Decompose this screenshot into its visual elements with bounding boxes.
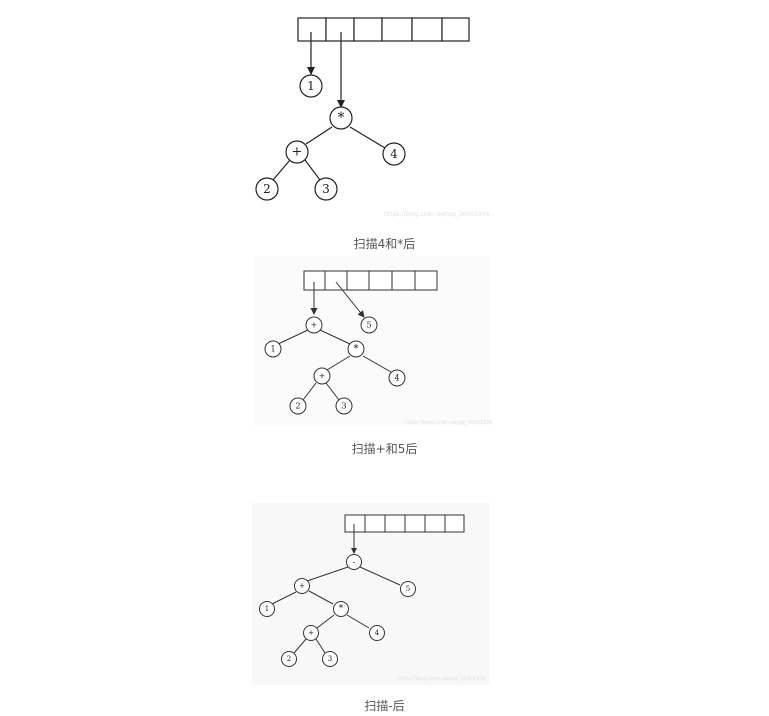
tree-node <box>289 397 307 415</box>
tree-edge <box>306 566 349 582</box>
node-label: 2 <box>263 182 271 196</box>
tree-edge <box>302 382 317 401</box>
tree-node <box>333 601 349 617</box>
node-label: - <box>353 558 356 567</box>
node-label: * <box>354 344 359 355</box>
stack-cell <box>444 514 465 533</box>
tree-edge <box>346 614 370 629</box>
node-label: * <box>338 110 345 126</box>
tree-edge <box>362 355 392 373</box>
stack-cell <box>324 270 348 291</box>
stack-cell <box>368 270 393 291</box>
tree-edge <box>304 159 321 181</box>
node-label: 2 <box>287 655 291 663</box>
node-label: + <box>319 372 326 381</box>
node-label: 4 <box>394 374 399 383</box>
tree-node <box>255 177 279 201</box>
stack-array <box>344 514 465 533</box>
stack-cell <box>384 514 406 533</box>
node-label: + <box>311 321 318 330</box>
tree-edge <box>326 355 351 371</box>
tree-node <box>360 316 378 334</box>
tree-edge <box>359 566 401 586</box>
node-label: 3 <box>328 655 332 663</box>
tree-node <box>369 625 385 641</box>
node-label: + <box>299 582 305 590</box>
tree-node <box>313 367 331 385</box>
stack-array <box>297 17 470 42</box>
tree-node <box>305 316 323 334</box>
figure-caption: 扫描+和5后 <box>351 442 418 456</box>
tree-edge <box>305 126 333 145</box>
tree-node <box>314 177 338 201</box>
node-label: + <box>292 145 303 160</box>
tree-edge <box>272 159 291 181</box>
stack-cell <box>344 514 366 533</box>
stack-cell <box>404 514 426 533</box>
tree-node <box>400 581 416 597</box>
tree-node <box>264 340 282 358</box>
node-label: 4 <box>390 147 398 161</box>
tree-edge <box>316 614 335 629</box>
tree-node <box>303 625 319 641</box>
tree-node <box>346 554 362 570</box>
node-label: * <box>339 604 344 614</box>
tree-edge <box>271 591 297 605</box>
tree-node <box>388 369 406 387</box>
watermark: https://blog.csdn.net/qq_36001936 <box>405 420 493 426</box>
tree-node <box>294 578 310 594</box>
tree-edge <box>293 638 307 654</box>
node-label: 4 <box>375 629 380 637</box>
node-label: 3 <box>341 402 346 411</box>
tree-node <box>322 651 338 667</box>
node-label: + <box>308 629 314 637</box>
figure-caption: 扫描-后 <box>364 699 405 713</box>
tree-node <box>347 340 365 358</box>
figure-caption: 扫描4和*后 <box>353 237 416 251</box>
tree-node <box>281 651 297 667</box>
stack-array <box>303 270 438 291</box>
node-label: 3 <box>322 182 330 196</box>
watermark: https://blog.csdn.net/qq_36001936 <box>398 676 486 682</box>
node-label: 1 <box>307 79 315 93</box>
stack-cell <box>346 270 370 291</box>
tree-node <box>382 142 406 166</box>
node-label: 2 <box>295 402 300 411</box>
tree-edge <box>319 329 351 345</box>
node-label: 1 <box>270 345 275 354</box>
stack-cell <box>364 514 386 533</box>
tree-node <box>335 397 353 415</box>
stack-cell <box>414 270 438 291</box>
stack-cell <box>424 514 446 533</box>
node-label: 1 <box>265 605 269 613</box>
tree-edge <box>325 382 340 401</box>
node-label: 5 <box>406 585 410 593</box>
tree-edge <box>308 590 334 605</box>
node-label: 5 <box>366 321 371 330</box>
stack-cell <box>391 270 416 291</box>
stack-cell <box>441 17 470 42</box>
tree-node <box>285 140 309 164</box>
tree-node <box>299 74 323 98</box>
watermark: https://blog.csdn.net/qq_36001936 <box>384 211 490 218</box>
stack-tree-diagram-1: 1 * + 4 2 3 https://blog.csdn.net/qq_360… <box>255 17 490 218</box>
tree-edge <box>349 126 386 149</box>
tree-node <box>329 106 353 130</box>
tree-edge <box>315 638 326 654</box>
tree-node <box>259 601 275 617</box>
pointer-arrow <box>335 281 365 318</box>
tree-edge <box>277 329 309 345</box>
